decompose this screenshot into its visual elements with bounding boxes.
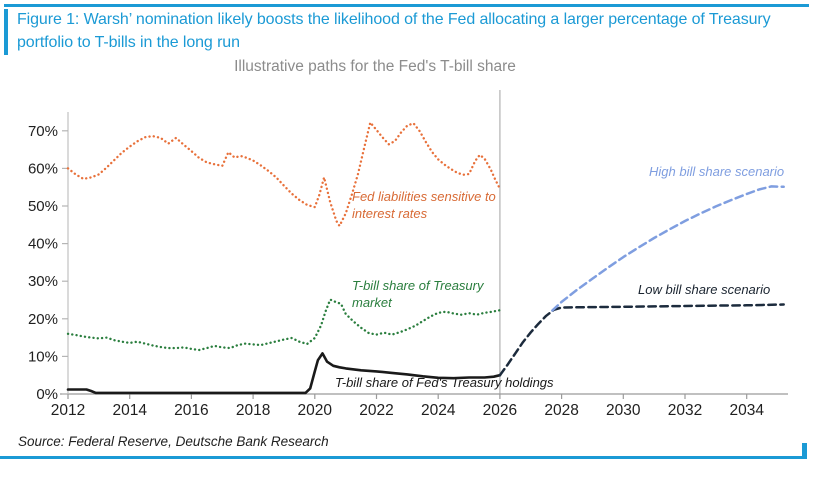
- x-tick-label: 2014: [112, 402, 147, 419]
- y-tick-label: 10%: [28, 348, 58, 365]
- series-line-0: [66, 121, 502, 228]
- label-high-scenario: High bill share scenario: [649, 163, 784, 180]
- figure-title: Figure 1: Warsh’ nomination likely boost…: [17, 11, 771, 51]
- bottom-accent-rule: [0, 456, 806, 459]
- chart-title: Illustrative paths for the Fed's T-bill …: [234, 58, 516, 75]
- series-line-3: [498, 303, 785, 377]
- series-line-2: [66, 352, 502, 395]
- label-line: High bill share scenario: [649, 164, 785, 179]
- label-tbill-fed-holdings: T-bill share of Fed's Treasury holdings: [335, 374, 554, 391]
- y-tick-label: 70%: [28, 123, 58, 140]
- x-tick-label: 2018: [236, 402, 270, 419]
- y-tick-label: 0%: [36, 386, 58, 403]
- bottom-right-accent-bar: [802, 443, 807, 459]
- x-tick-label: 2020: [298, 402, 333, 419]
- label-line: T-bill share of Fed's Treasury holdings: [335, 375, 554, 390]
- source-note: Source: Federal Reserve, Deutsche Bank R…: [18, 434, 329, 449]
- label-line: Low bill share scenario: [638, 282, 771, 297]
- y-tick-label: 60%: [28, 160, 58, 177]
- y-tick-label: 30%: [28, 273, 58, 290]
- title-accent-bar: [4, 9, 8, 55]
- x-tick-label: 2032: [668, 402, 702, 419]
- x-tick-label: 2028: [544, 402, 578, 419]
- label-line: interest rates: [352, 206, 428, 221]
- x-tick-label: 2024: [421, 402, 456, 419]
- x-tick-label: 2030: [606, 402, 641, 419]
- y-tick-label: 50%: [28, 198, 58, 215]
- label-fed-liabilities: Fed liabilities sensitive to interest ra…: [352, 188, 496, 222]
- x-tick-label: 2026: [483, 402, 517, 419]
- label-low-scenario: Low bill share scenario: [638, 281, 770, 298]
- x-tick-label: 2016: [174, 402, 208, 419]
- series-line-4: [551, 185, 785, 312]
- label-line: Fed liabilities sensitive to: [352, 189, 496, 204]
- series-line-1: [66, 298, 502, 352]
- label-line: T-bill share of Treasury: [352, 278, 484, 293]
- x-tick-label: 2022: [359, 402, 393, 419]
- y-tick-label: 20%: [28, 311, 58, 328]
- y-tick-label: 40%: [28, 236, 58, 253]
- x-tick-label: 2034: [729, 402, 764, 419]
- chart-canvas: 0% 10% 20% 30% 40% 50% 60% 70% 2012 2014 2016 2018 2…: [28, 90, 788, 419]
- label-tbill-treasury-market: T-bill share of Treasury market: [352, 277, 484, 311]
- label-line: market: [352, 295, 392, 310]
- x-tick-label: 2012: [51, 402, 85, 419]
- top-accent-rule: [4, 4, 809, 7]
